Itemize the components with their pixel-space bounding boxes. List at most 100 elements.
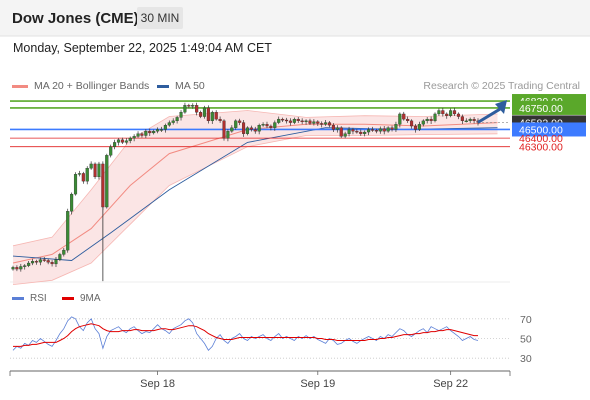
- candle-body: [34, 261, 38, 263]
- candle-body: [417, 124, 421, 130]
- candle-body: [390, 127, 394, 130]
- candle-body: [167, 122, 171, 126]
- candle-body: [148, 131, 152, 134]
- candle-body: [449, 110, 453, 116]
- timeframe-badge[interactable]: 30 MIN: [137, 7, 183, 29]
- target-label: 46750.00: [519, 103, 563, 115]
- ma9-label: 9MA: [80, 293, 101, 304]
- candle-body: [222, 120, 226, 139]
- candle-body: [30, 261, 35, 264]
- candle-body: [312, 121, 316, 124]
- rsi-label: RSI: [30, 293, 47, 304]
- candle-body: [124, 140, 128, 143]
- rsi-ma-line: [13, 323, 478, 347]
- candle-body: [335, 127, 339, 130]
- legend-ma50: MA 50: [157, 80, 205, 92]
- candle-body: [132, 136, 136, 139]
- candle-body: [159, 129, 164, 131]
- candle-body: [105, 155, 109, 208]
- support-label: 46400.00: [519, 133, 563, 145]
- candle-body: [327, 122, 332, 126]
- timestamp: Monday, September 22, 2025 1:49:04 AM CE…: [13, 41, 272, 55]
- candle-body: [113, 142, 117, 147]
- candle-body: [249, 127, 253, 130]
- candle-body: [97, 163, 101, 178]
- candle-body: [331, 125, 335, 130]
- ma50-swatch: [157, 84, 169, 88]
- candle-body: [144, 131, 148, 136]
- x-tick-label: Sep 18: [140, 378, 175, 390]
- candle-body: [257, 125, 261, 132]
- candle-body: [19, 266, 23, 270]
- candle-body: [156, 129, 160, 132]
- candle-body: [343, 133, 347, 137]
- candle-body: [413, 125, 418, 130]
- candle-body: [359, 131, 363, 134]
- candle-body: [70, 193, 74, 212]
- candle-body: [210, 112, 214, 122]
- candle-body: [23, 265, 27, 267]
- candle-body: [398, 113, 402, 125]
- candle-body: [347, 129, 351, 134]
- candle-body: [58, 254, 62, 260]
- candle-body: [191, 105, 195, 107]
- pivot-label: 46500.00: [519, 124, 563, 136]
- candle-body: [238, 120, 242, 123]
- candle-body: [85, 168, 89, 182]
- candle-body: [15, 267, 19, 270]
- candle-body: [214, 112, 218, 120]
- candle-body: [206, 107, 210, 122]
- candle-body: [300, 120, 304, 123]
- candle-body: [42, 259, 46, 261]
- candle-body: [316, 121, 320, 124]
- candle-body: [433, 113, 437, 122]
- target-tag: [512, 100, 586, 115]
- candle-body: [101, 163, 105, 208]
- candle-body: [163, 125, 167, 130]
- candle-body: [320, 123, 324, 125]
- candle-body: [218, 118, 222, 122]
- rsi-line: [12, 316, 479, 351]
- candle-body: [66, 211, 70, 251]
- candle-body: [363, 131, 367, 134]
- candle-body: [202, 107, 207, 117]
- header-bar: Dow Jones (CME) 30 MIN: [0, 0, 590, 36]
- candle-body: [339, 127, 343, 137]
- candle-body: [50, 262, 54, 265]
- candle-body: [351, 129, 355, 132]
- candle-body: [226, 131, 230, 139]
- candle-body: [152, 131, 156, 134]
- ma50-label: MA 50: [175, 80, 205, 92]
- candle-body: [179, 112, 183, 118]
- rsi-tick-label: 70: [520, 314, 532, 326]
- candle-body: [374, 130, 378, 132]
- ma20-line: [12, 122, 498, 264]
- research-credit: Research © 2025 Trading Central: [423, 80, 580, 92]
- candle-body: [62, 249, 66, 255]
- candle-body: [410, 120, 414, 127]
- candle-body: [429, 118, 433, 122]
- candle-body: [46, 260, 50, 263]
- instrument-title: Dow Jones (CME): [12, 10, 139, 27]
- candle-body: [230, 127, 234, 132]
- candle-body: [292, 118, 296, 123]
- candle-body: [187, 105, 191, 107]
- candle-body: [370, 129, 375, 131]
- candle-body: [199, 112, 203, 117]
- candle-body: [394, 124, 398, 130]
- candle-body: [245, 127, 250, 134]
- candle-body: [120, 139, 124, 143]
- candle-body: [11, 267, 15, 270]
- candle-body: [437, 110, 441, 115]
- bollinger-swatch: [12, 84, 28, 88]
- candle-body: [425, 118, 429, 122]
- candle-body: [456, 113, 461, 117]
- candle-body: [406, 118, 410, 122]
- candle-body: [253, 129, 257, 132]
- candle-body: [241, 122, 246, 134]
- candle-body: [378, 128, 382, 132]
- candle-body: [140, 133, 144, 136]
- candle-body: [386, 127, 390, 132]
